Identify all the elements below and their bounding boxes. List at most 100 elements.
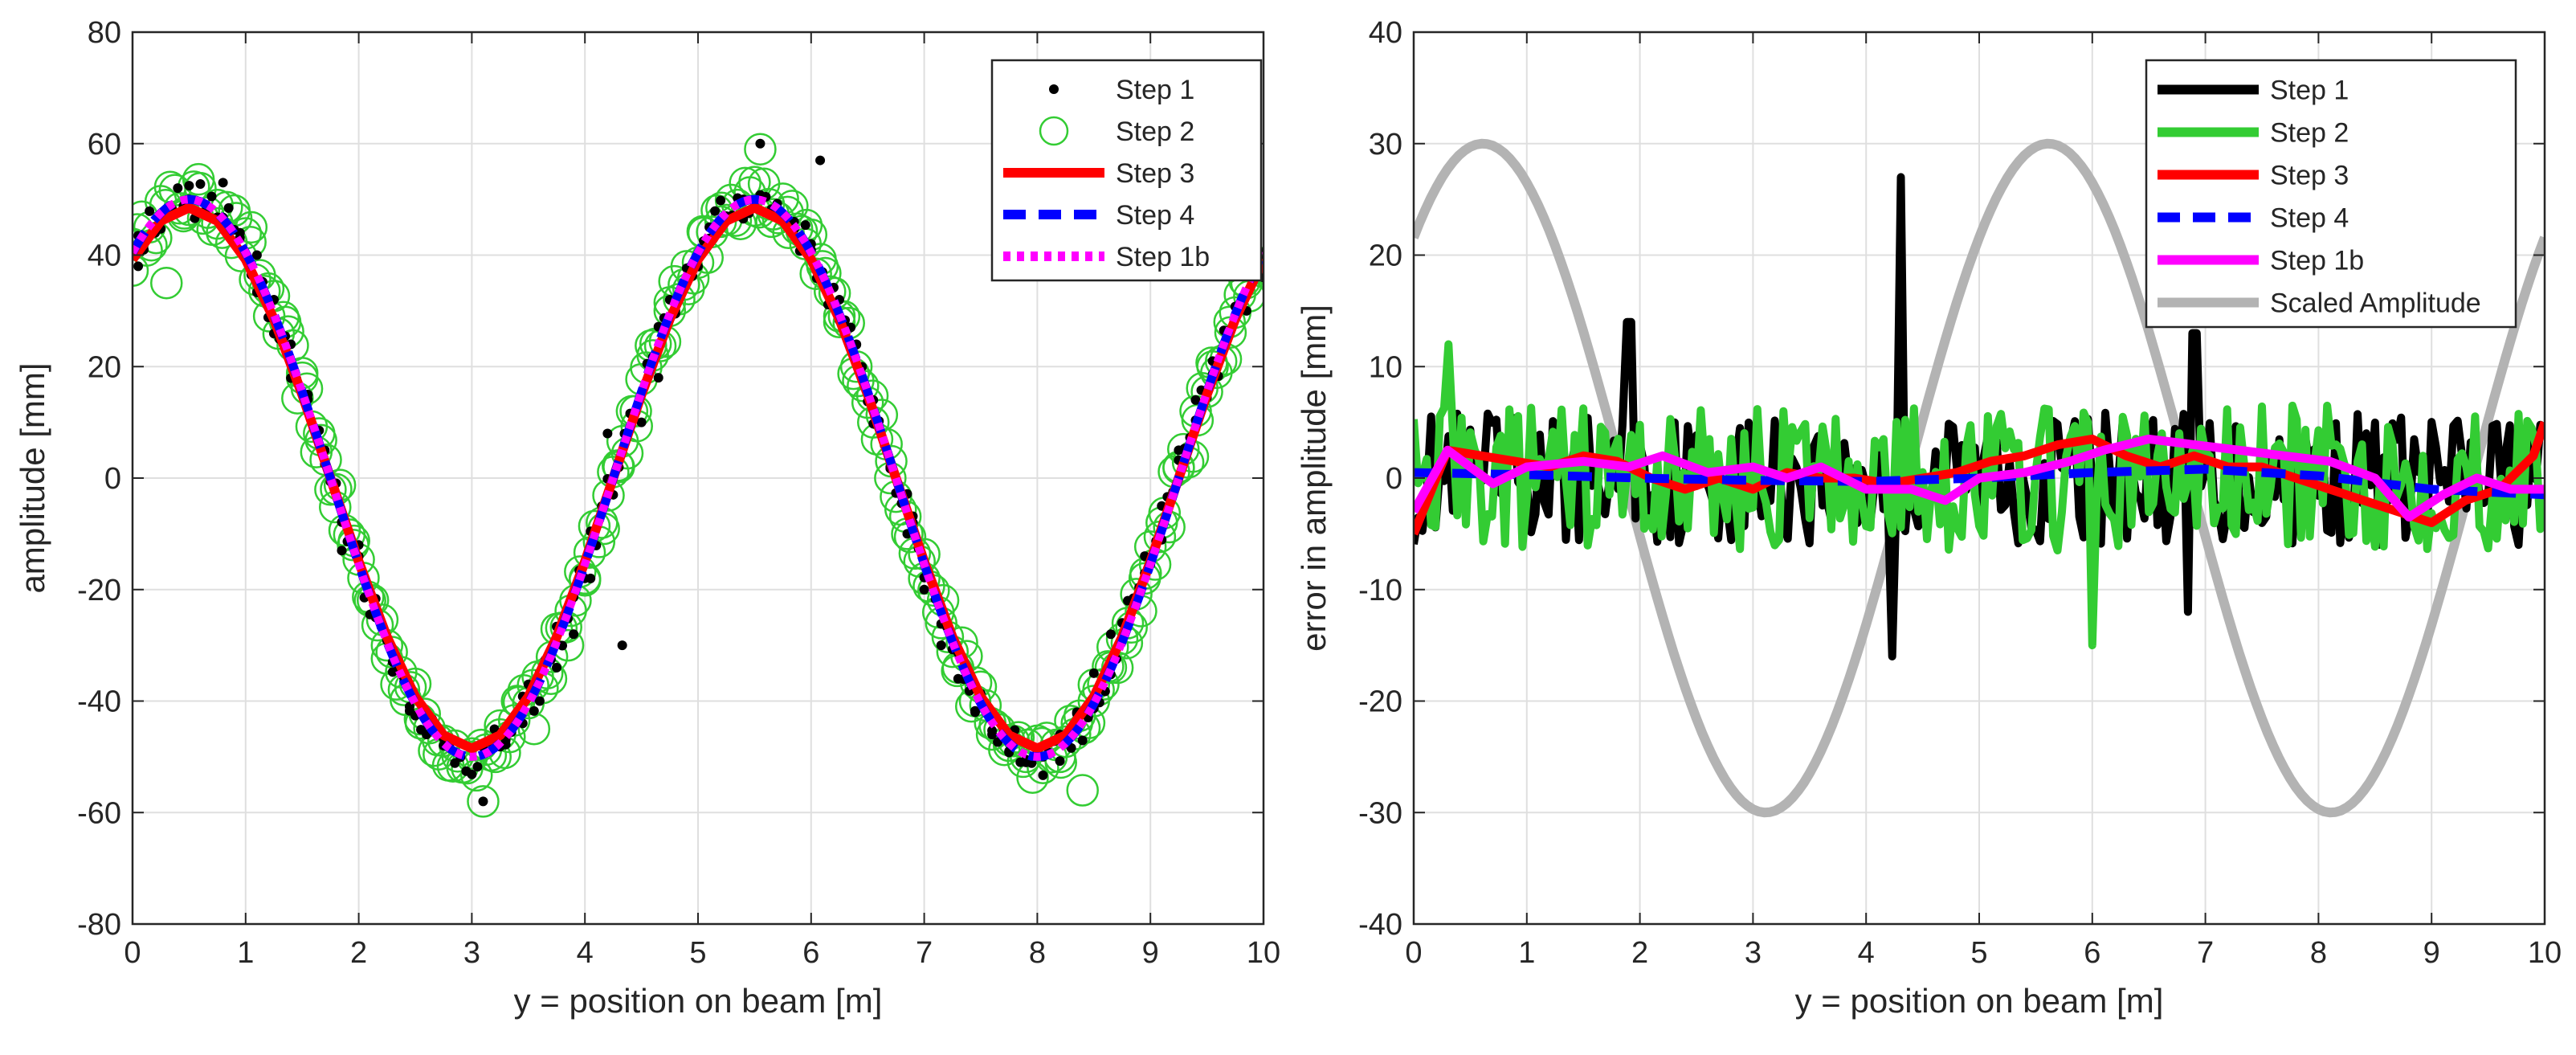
step1-point xyxy=(223,202,234,213)
step1-point xyxy=(251,250,262,260)
y-tick-label: -60 xyxy=(77,796,121,830)
y-tick-label: -20 xyxy=(77,574,121,607)
step1-point xyxy=(602,428,613,439)
x-tick-label: 6 xyxy=(2084,936,2100,970)
legend-box xyxy=(2145,59,2517,329)
step1-point xyxy=(987,730,998,740)
step1-point xyxy=(1077,735,1088,746)
legend-marker xyxy=(1039,116,1069,146)
step1-point xyxy=(467,769,477,779)
step1-point xyxy=(173,183,183,194)
step1-point xyxy=(133,261,144,272)
step2-point xyxy=(1066,774,1099,807)
x-tick-label: 8 xyxy=(2310,936,2327,970)
step4-error-line xyxy=(1414,464,2545,500)
step1-point xyxy=(586,573,596,583)
step2-point xyxy=(744,133,777,166)
legend-label: Step 2 xyxy=(2270,118,2349,149)
step1-point xyxy=(206,191,217,202)
legend: Step 1 Step 2 Step 3 Step 4 Step 1b Scaled Am… xyxy=(2145,59,2517,329)
step1-point xyxy=(184,181,194,191)
y-axis-label: error in amplitude [mm] xyxy=(1295,305,1333,652)
step1-point xyxy=(337,546,347,556)
plot-layer xyxy=(133,133,1264,818)
x-tick-label: 5 xyxy=(1970,936,1987,970)
step1-point xyxy=(218,178,228,188)
step2-point xyxy=(337,529,369,562)
y-tick-label: 0 xyxy=(1386,462,1402,496)
x-tick-label: 0 xyxy=(1405,936,1422,970)
legend-label: Step 2 xyxy=(1116,117,1194,147)
step1-point xyxy=(1190,395,1201,405)
y-tick-label: 40 xyxy=(88,239,121,273)
legend-label: Step 1 xyxy=(2270,76,2349,106)
y-tick-label: 20 xyxy=(88,350,121,384)
step1-point xyxy=(472,762,483,772)
y-tick-label: -10 xyxy=(1358,574,1402,607)
x-tick-label: 4 xyxy=(1858,936,1875,970)
y-tick-label: -80 xyxy=(77,908,121,942)
y-tick-label: 30 xyxy=(1369,128,1402,162)
step1-point xyxy=(800,220,810,231)
step1-point xyxy=(145,206,155,216)
x-tick-label: 7 xyxy=(916,936,933,970)
y-tick-label: 10 xyxy=(1369,350,1402,384)
legend-label: Step 3 xyxy=(2270,161,2349,191)
step1-point xyxy=(534,696,545,706)
x-axis-label: y = position on beam [m] xyxy=(1795,982,2164,1020)
step1-point xyxy=(529,705,539,716)
step2-point xyxy=(467,785,500,818)
step1-point xyxy=(710,206,721,216)
x-tick-label: 2 xyxy=(350,936,367,970)
step1b-error-line xyxy=(1414,434,2545,522)
amplitude-chart: 0 1 2 3 4 5 6 7 8 9 10 -80 -60 -40 -20 0 20 40 60 80 y = pos… xyxy=(14,16,1280,1020)
step1-point xyxy=(936,640,946,651)
x-tick-label: 10 xyxy=(1247,936,1280,970)
step1-point xyxy=(1055,756,1065,767)
x-tick-label: 7 xyxy=(2197,936,2214,970)
x-tick-label: 8 xyxy=(1029,936,1046,970)
step1-point xyxy=(235,227,245,238)
y-axis-label: amplitude [mm] xyxy=(14,362,51,593)
y-tick-label: 20 xyxy=(1369,239,1402,273)
x-tick-label: 4 xyxy=(577,936,594,970)
legend-marker xyxy=(1049,84,1059,94)
legend-label: Step 4 xyxy=(1116,200,1194,231)
step1-point xyxy=(716,195,726,206)
error-chart: 0 1 2 3 4 5 6 7 8 9 10 -40 -30 -20 -10 0 10 20 30 40 y = pos… xyxy=(1295,16,2562,1020)
legend-label: Step 3 xyxy=(1116,158,1194,189)
step1-point xyxy=(195,178,206,189)
step1-point xyxy=(815,155,826,166)
y-tick-label: -20 xyxy=(1358,685,1402,719)
y-tick-label: 60 xyxy=(88,128,121,162)
x-tick-label: 9 xyxy=(2423,936,2440,970)
y-tick-label: -30 xyxy=(1358,796,1402,830)
y-tick-label: 80 xyxy=(88,16,121,50)
step1-point xyxy=(1038,770,1048,780)
x-axis-label: y = position on beam [m] xyxy=(514,982,883,1020)
step1-point xyxy=(755,138,765,149)
scaled-amplitude-line xyxy=(1414,138,2545,818)
step1-point xyxy=(617,640,627,651)
legend-label: Step 1 xyxy=(1116,75,1194,105)
x-tick-label: 0 xyxy=(124,936,141,970)
legend-label: Step 1b xyxy=(2270,246,2364,276)
step1-point xyxy=(552,662,561,673)
legend-label: Step 1b xyxy=(1116,242,1210,272)
step1-point xyxy=(478,796,488,807)
step1b-line xyxy=(133,195,1264,761)
x-tick-label: 9 xyxy=(1142,936,1159,970)
x-tick-label: 3 xyxy=(1745,936,1762,970)
step1-point xyxy=(569,629,579,640)
step2-point xyxy=(133,254,149,288)
x-tick-label: 6 xyxy=(802,936,819,970)
x-tick-label: 2 xyxy=(1631,936,1648,970)
step1-point xyxy=(1174,445,1184,456)
y-tick-label: 40 xyxy=(1369,16,1402,50)
step1-point xyxy=(1105,629,1116,640)
step1-point xyxy=(919,584,929,595)
y-tick-label: -40 xyxy=(77,685,121,719)
step2-point xyxy=(149,266,183,300)
legend: Step 1 Step 2 Step 3 Step 4 Step 1b xyxy=(990,59,1263,282)
